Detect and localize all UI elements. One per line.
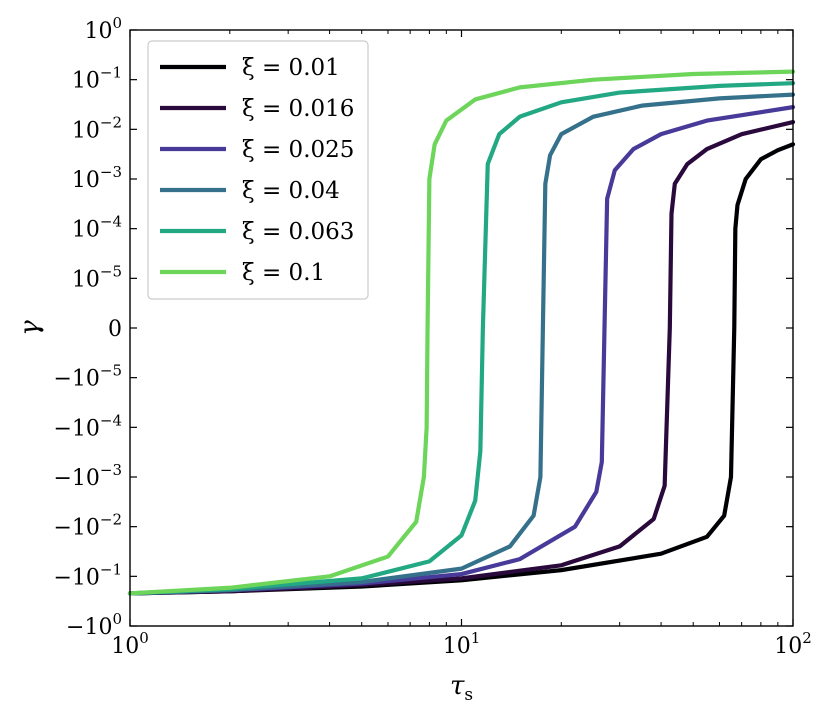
x-axis-title: τs xyxy=(450,671,473,705)
legend-label-0: ξ = 0.01 xyxy=(242,55,340,81)
y-tick-label: −10−5 xyxy=(53,362,122,392)
y-tick-label: 0 xyxy=(108,317,122,342)
legend-label-1: ξ = 0.016 xyxy=(242,96,354,122)
x-tick-label: 100 xyxy=(111,629,149,659)
x-tick-label: 102 xyxy=(774,629,812,659)
legend-box xyxy=(147,40,369,300)
y-tick-label: 100 xyxy=(84,14,122,44)
series-line-3 xyxy=(127,92,796,596)
series-line-4 xyxy=(127,81,796,596)
y-tick-label: 10−4 xyxy=(72,213,122,243)
y-tick-label: 10−5 xyxy=(72,262,122,292)
y-tick-label: −10−1 xyxy=(53,560,122,590)
legend: ξ = 0.01 ξ = 0.016 ξ = 0.025 ξ = 0.04 ξ = 0.… xyxy=(147,40,369,300)
y-axis-title: γ xyxy=(15,320,45,336)
x-tick-label: 101 xyxy=(443,629,481,659)
y-tick-label: −10−3 xyxy=(53,461,122,491)
series-line-2 xyxy=(127,105,796,596)
legend-label-3: ξ = 0.04 xyxy=(242,178,340,204)
y-tick-label: −10−4 xyxy=(53,411,122,441)
y-tick-label: 10−1 xyxy=(72,64,122,94)
tick-labels-layer: 100 101 102 100 10−1 10−2 10−3 10−4 10−5 0 −10−5 −1… xyxy=(53,14,811,659)
y-tick-label: −10−2 xyxy=(53,511,122,541)
ticks-layer xyxy=(129,29,794,627)
y-tick-label: 10−2 xyxy=(72,113,122,143)
legend-label-5: ξ = 0.1 xyxy=(242,260,325,286)
series-line-5 xyxy=(127,69,796,596)
y-tick-label: 10−3 xyxy=(72,163,122,193)
legend-label-2: ξ = 0.025 xyxy=(242,137,354,163)
legend-label-4: ξ = 0.063 xyxy=(242,219,354,245)
series-line-1 xyxy=(127,119,796,596)
series-layer xyxy=(127,69,796,596)
y-tick-label: −100 xyxy=(66,610,122,640)
